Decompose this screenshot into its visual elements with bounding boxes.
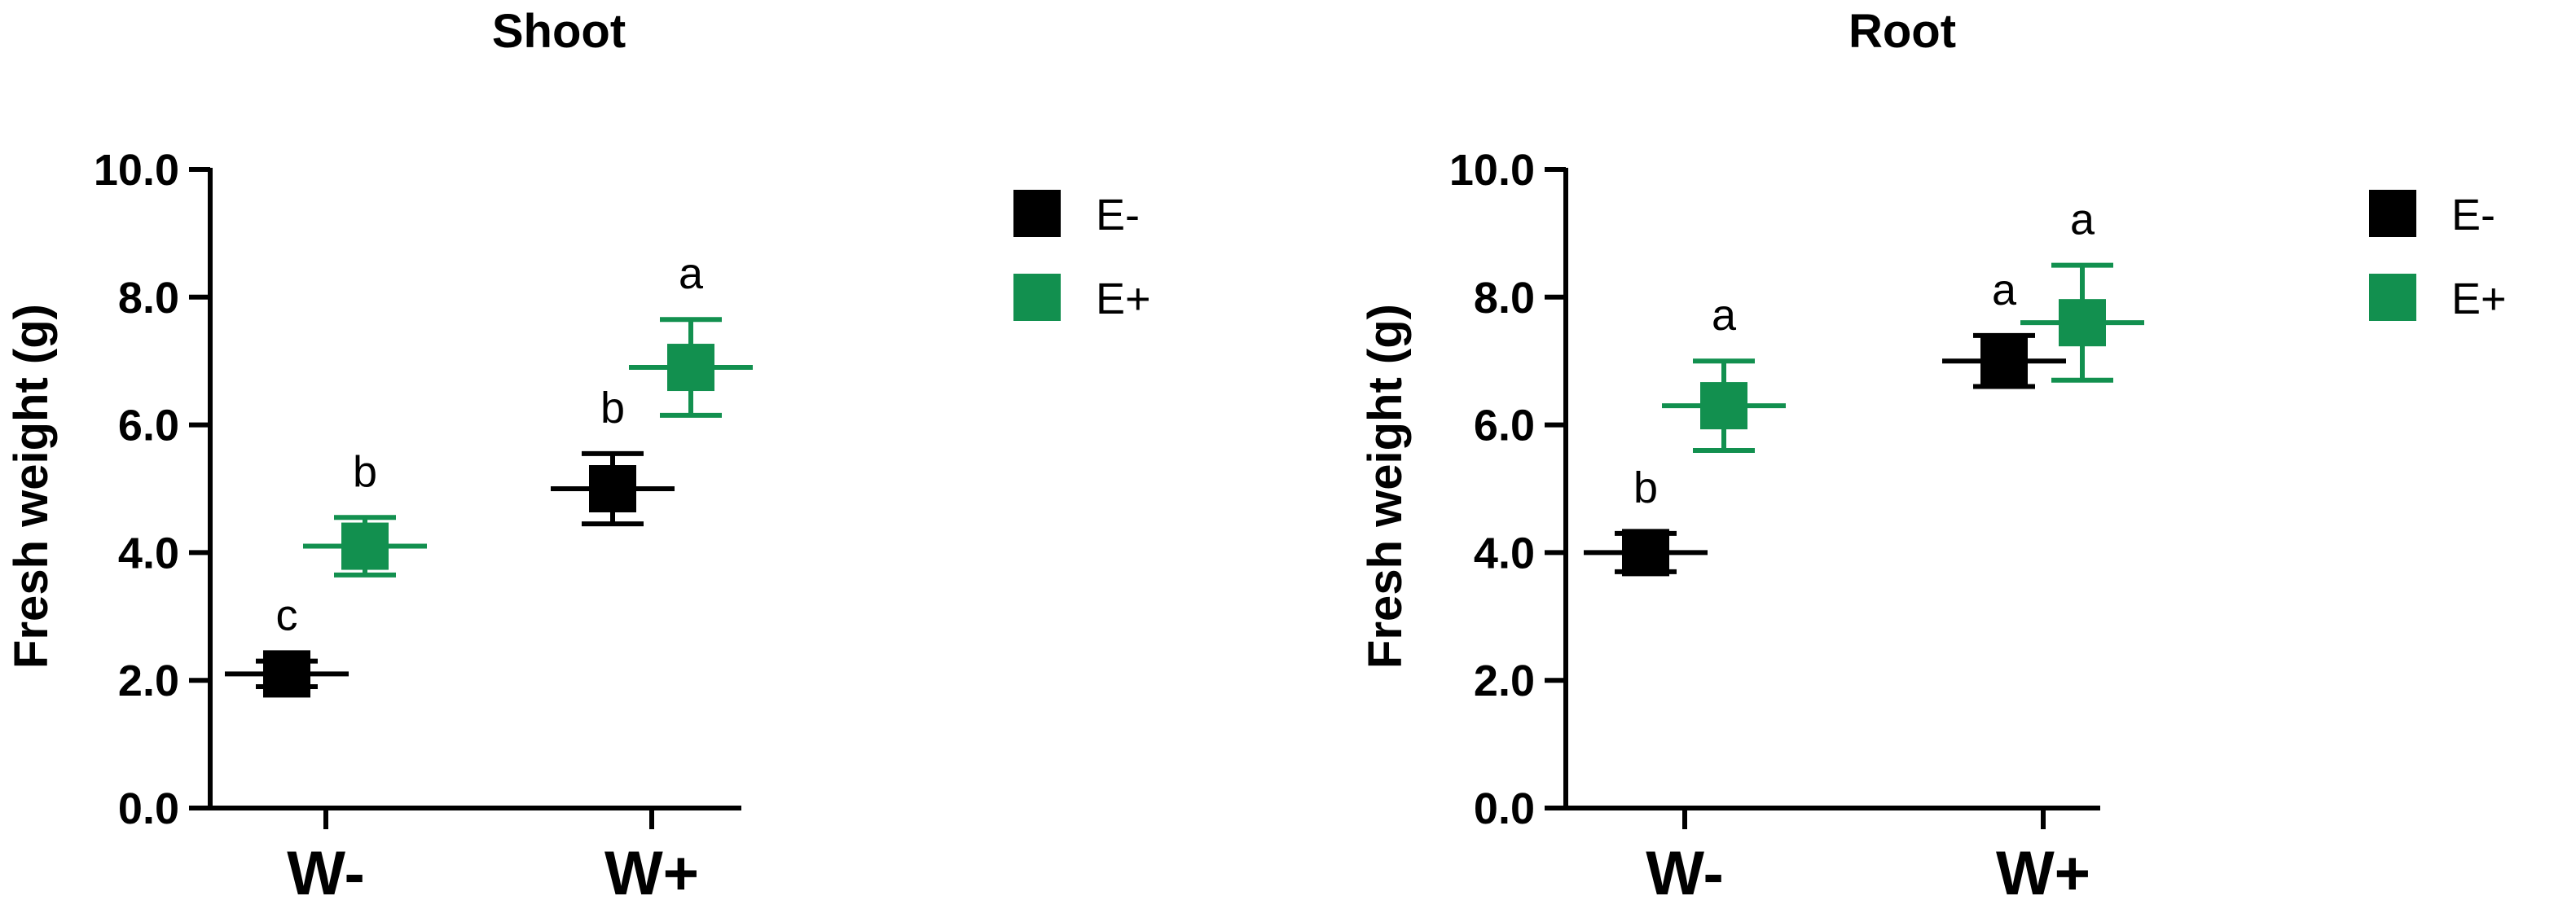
data-marks: b a a a bbox=[1584, 195, 2144, 577]
mean-marker bbox=[589, 465, 636, 512]
y-tick-label: 0.0 bbox=[118, 784, 179, 833]
significance-letter: c bbox=[276, 591, 298, 640]
significance-letter: b bbox=[1633, 463, 1658, 512]
significance-letter: a bbox=[1992, 266, 2017, 314]
legend-entry: E+ bbox=[1013, 274, 1151, 323]
legend-label: E+ bbox=[1096, 275, 1151, 323]
legend-label: E- bbox=[1096, 191, 1140, 239]
y-tick-label: 4.0 bbox=[118, 529, 179, 578]
y-tick-label: 8.0 bbox=[118, 274, 179, 323]
legend-swatch bbox=[2369, 274, 2416, 321]
legend-swatch bbox=[2369, 190, 2416, 237]
x-tick-label: W+ bbox=[1996, 839, 2090, 908]
y-axis-label: Fresh weight (g) bbox=[1359, 304, 1412, 669]
mean-marker bbox=[1622, 529, 1669, 577]
panel-title: Shoot bbox=[492, 5, 626, 58]
significance-letter: b bbox=[600, 384, 625, 433]
y-tick-label: 6.0 bbox=[118, 402, 179, 450]
mean-marker bbox=[263, 650, 310, 698]
x-axis: W- W+ bbox=[1563, 806, 2100, 908]
legend: E- E+ bbox=[1013, 190, 1151, 323]
data-point: a bbox=[629, 249, 753, 418]
y-tick-label: 10.0 bbox=[94, 146, 179, 195]
shoot-panel: Shoot Fresh weight (g) 0.0 2.0 4.0 6.0 8.0 10… bbox=[5, 5, 1151, 908]
legend-entry: E- bbox=[1013, 190, 1140, 239]
root-panel: Root Fresh weight (g) 0.0 2.0 4.0 6.0 8.0 10.… bbox=[1359, 5, 2507, 908]
data-point: a bbox=[2020, 195, 2144, 383]
y-tick-label: 6.0 bbox=[1474, 402, 1535, 450]
legend-entry: E+ bbox=[2369, 274, 2507, 323]
data-point: b bbox=[303, 447, 427, 578]
y-tick-label: 8.0 bbox=[1474, 274, 1535, 323]
significance-letter: b bbox=[353, 447, 377, 496]
significance-letter: a bbox=[679, 249, 704, 298]
data-point: c bbox=[225, 591, 349, 698]
y-axis-label: Fresh weight (g) bbox=[5, 304, 58, 669]
x-tick-label: W- bbox=[287, 839, 365, 908]
data-point: a bbox=[1662, 291, 1786, 453]
legend-label: E- bbox=[2451, 191, 2495, 239]
legend: E- E+ bbox=[2369, 190, 2507, 323]
data-point: a bbox=[1942, 266, 2066, 389]
panel-title: Root bbox=[1848, 5, 1956, 58]
legend-label: E+ bbox=[2451, 275, 2507, 323]
legend-swatch bbox=[1013, 274, 1061, 321]
legend-entry: E- bbox=[2369, 190, 2495, 239]
mean-marker bbox=[1980, 337, 2028, 385]
y-axis: 0.0 2.0 4.0 6.0 8.0 10.0 bbox=[94, 146, 213, 833]
y-tick-label: 2.0 bbox=[1474, 657, 1535, 705]
x-axis: W- W+ bbox=[208, 806, 741, 908]
data-point: b bbox=[1584, 463, 1708, 577]
data-point: b bbox=[551, 384, 675, 527]
significance-letter: a bbox=[1712, 291, 1737, 340]
significance-letter: a bbox=[2070, 195, 2095, 244]
x-tick-label: W- bbox=[1646, 839, 1724, 908]
mean-marker bbox=[1700, 382, 1747, 430]
legend-swatch bbox=[1013, 190, 1061, 237]
y-tick-label: 10.0 bbox=[1449, 146, 1535, 195]
mean-marker bbox=[667, 344, 714, 392]
mean-marker bbox=[2059, 299, 2106, 347]
x-tick-label: W+ bbox=[604, 839, 699, 908]
data-marks: c b b a bbox=[225, 249, 753, 698]
y-tick-label: 0.0 bbox=[1474, 784, 1535, 833]
y-tick-label: 4.0 bbox=[1474, 529, 1535, 578]
y-axis: 0.0 2.0 4.0 6.0 8.0 10.0 bbox=[1449, 146, 1568, 833]
mean-marker bbox=[341, 522, 389, 570]
y-tick-label: 2.0 bbox=[118, 657, 179, 705]
